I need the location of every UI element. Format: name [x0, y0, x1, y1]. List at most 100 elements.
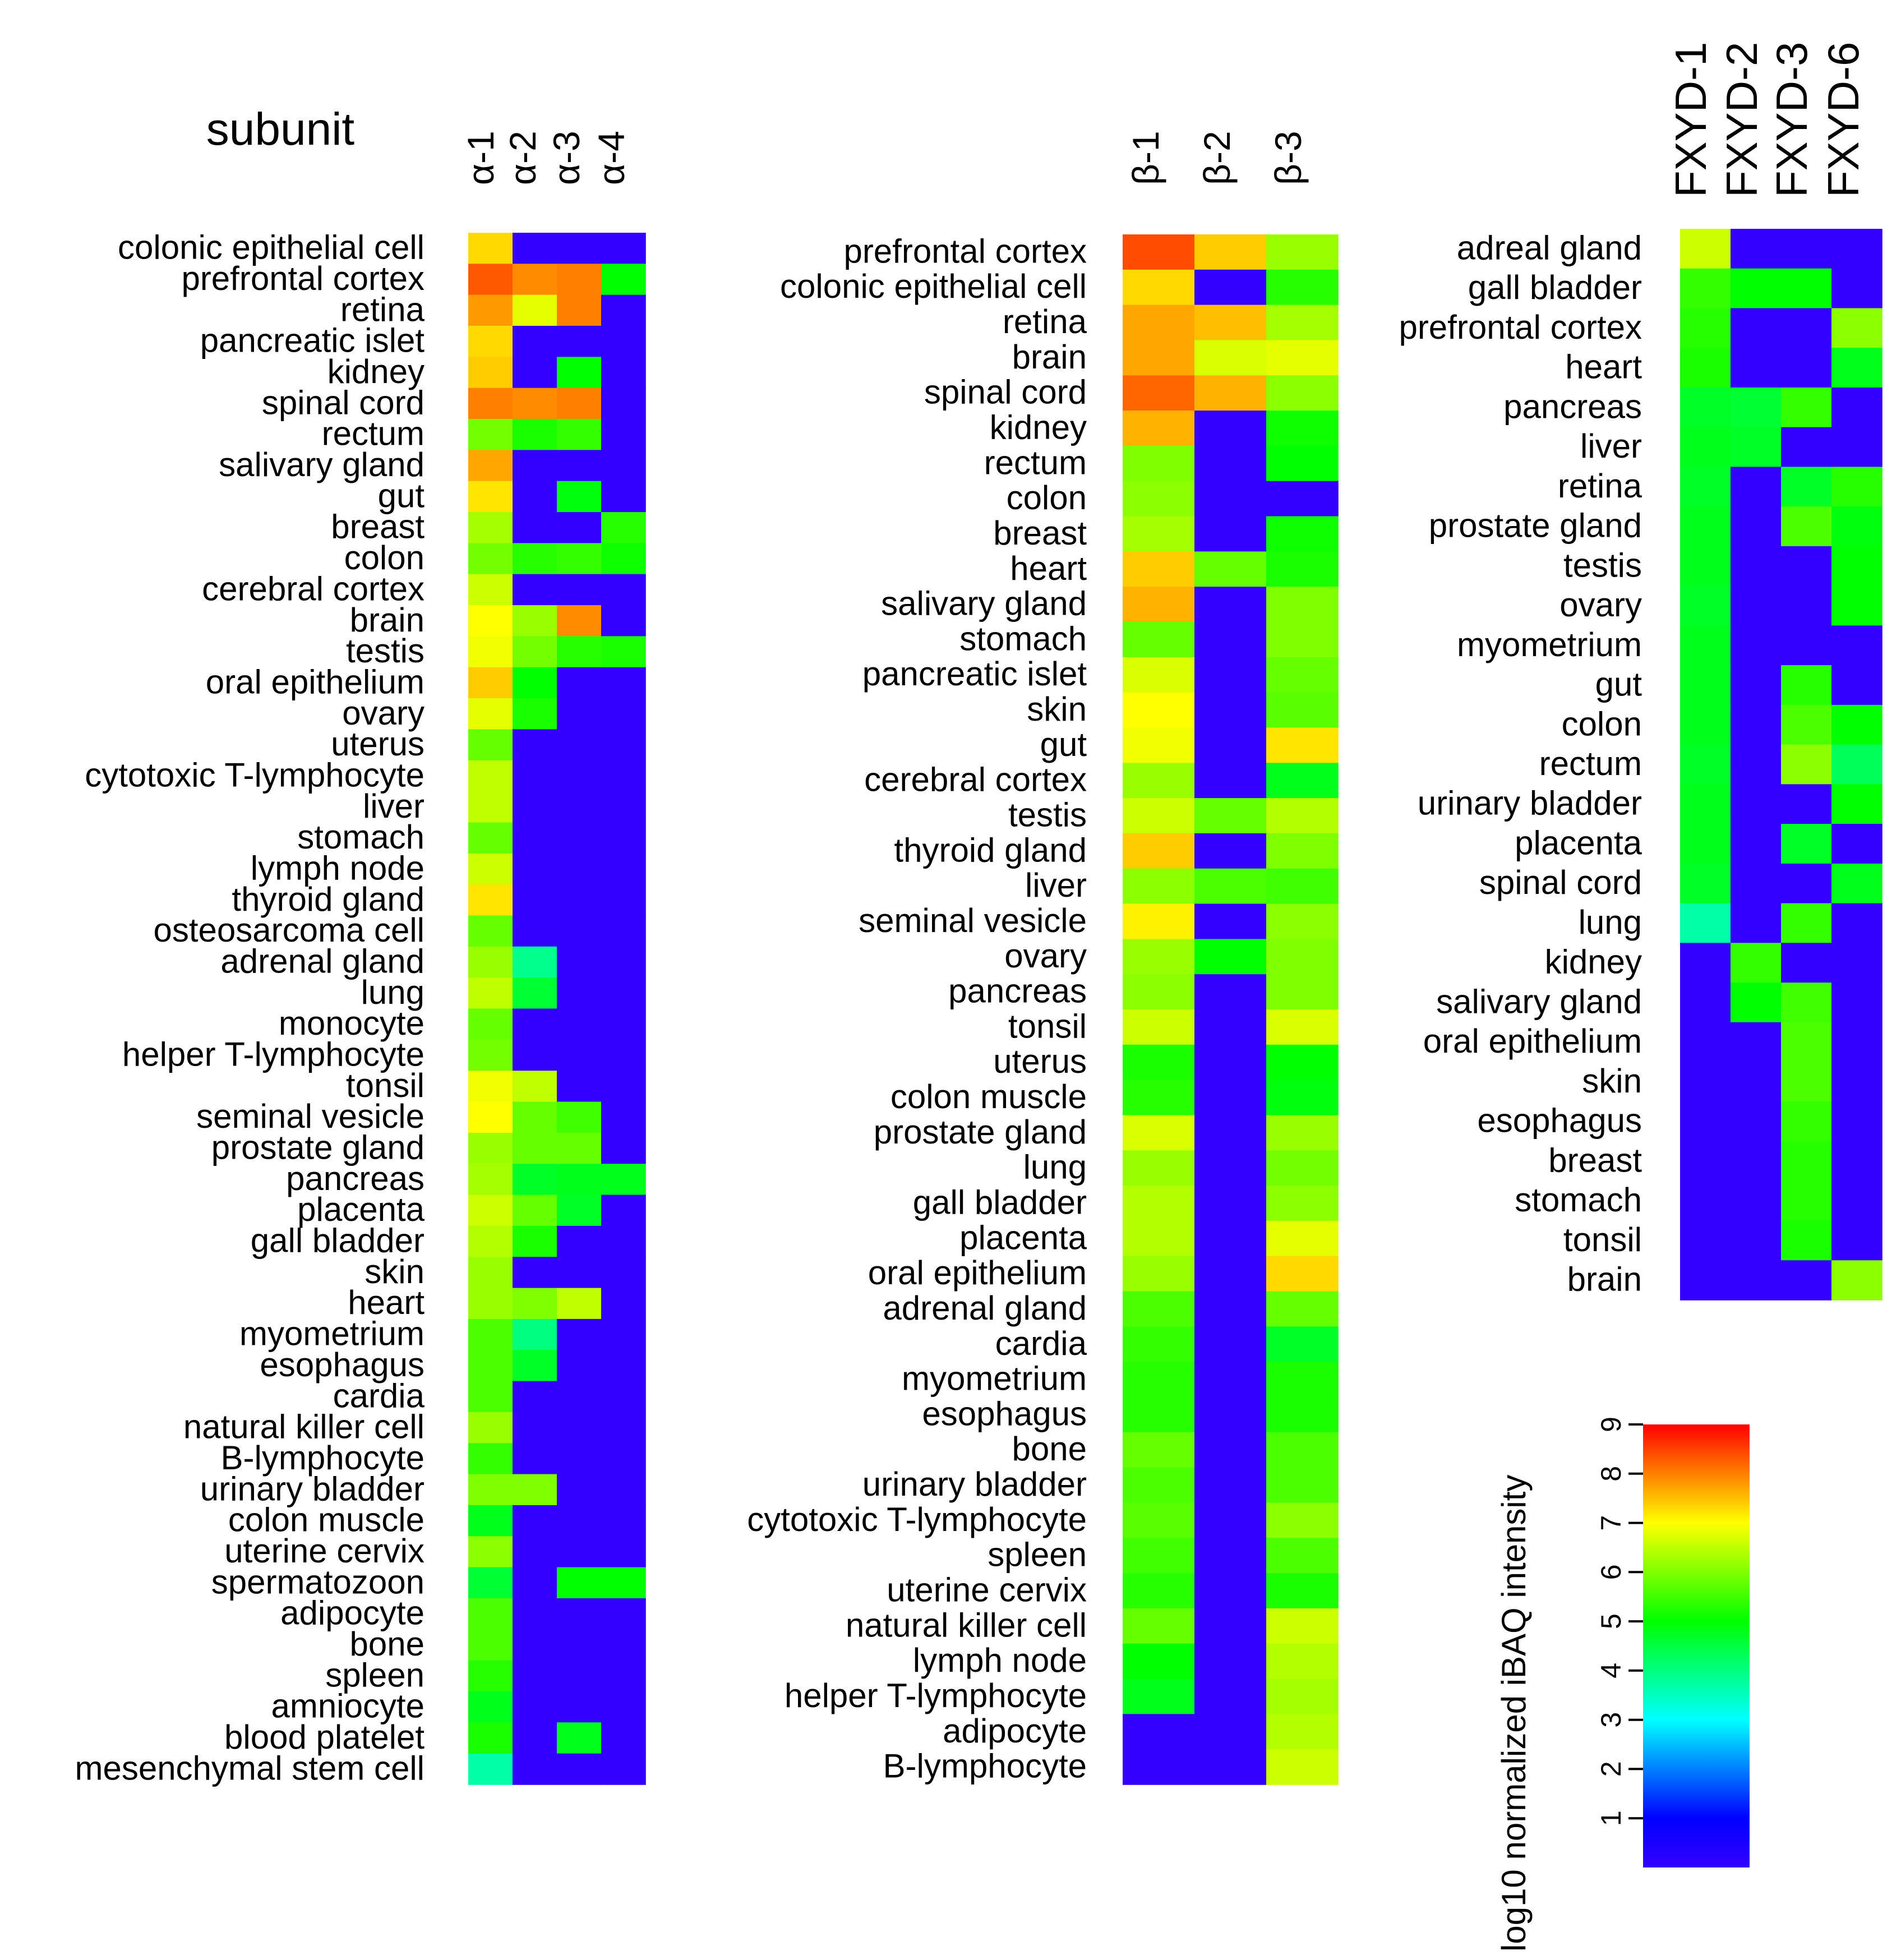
heatmap-cell: [513, 791, 557, 823]
heatmap-cell: [513, 667, 557, 699]
heatmap-cell: [557, 419, 602, 451]
heatmap-cell: [513, 1691, 557, 1723]
heatmap-cell: [468, 605, 513, 637]
heatmap-cell: [513, 977, 557, 1009]
heatmap-cell: [1781, 983, 1832, 1023]
column-label: α-2: [502, 131, 543, 185]
heatmap-cell: [468, 1691, 513, 1723]
heatmap-cell: [1680, 388, 1731, 428]
row-label: prostate gland: [211, 1129, 425, 1166]
heatmap-cell: [1123, 1009, 1195, 1045]
heatmap-cell: [513, 1598, 557, 1630]
row-label: thyroid gland: [894, 831, 1087, 869]
heatmap-cell: [557, 294, 602, 326]
heatmap-cell: [513, 636, 557, 668]
heatmap-cell: [468, 1101, 513, 1133]
heatmap-cell: [1731, 585, 1782, 626]
heatmap-cell: [1194, 234, 1267, 270]
heatmap-cell: [1731, 744, 1782, 785]
heatmap-cell: [1194, 1150, 1267, 1186]
row-label: myometrium: [239, 1315, 425, 1353]
heatmap-cell: [1781, 863, 1832, 904]
heatmap-cell: [468, 667, 513, 699]
heatmap-cell: [1731, 1260, 1782, 1300]
row-label: natural killer cell: [183, 1408, 425, 1446]
heatmap-cell: [557, 1753, 602, 1785]
column-label: FXYD-6: [1819, 42, 1868, 197]
heatmap-cell: [1123, 1538, 1195, 1574]
heatmap-cell: [601, 636, 646, 668]
heatmap-cell: [1194, 1643, 1267, 1680]
heatmap-cell: [1123, 411, 1195, 446]
legend-tick-label: 5: [1595, 1613, 1627, 1629]
row-label: heart: [1565, 348, 1642, 386]
row-label: B-lymphocyte: [883, 1747, 1087, 1785]
heatmap-cell: [1731, 467, 1782, 507]
heatmap-cell: [557, 1350, 602, 1382]
row-label: cytotoxic T-lymphocyte: [747, 1501, 1087, 1538]
heatmap-cell: [1680, 625, 1731, 666]
heatmap-cell: [468, 1225, 513, 1257]
heatmap-cell: [1266, 657, 1339, 693]
heatmap-cell: [557, 1598, 602, 1630]
row-label: testis: [1008, 796, 1087, 834]
row-label: spermatozoon: [211, 1563, 425, 1601]
heatmap-cell: [1831, 1260, 1882, 1300]
heatmap-cell: [468, 729, 513, 761]
heatmap-cell: [1731, 1062, 1782, 1103]
heatmap-cell: [1123, 1362, 1195, 1398]
heatmap-cell: [513, 1443, 557, 1475]
row-label: esophagus: [922, 1395, 1087, 1432]
row-label: liver: [363, 787, 425, 825]
heatmap-cell: [1123, 445, 1195, 482]
heatmap-cell: [1731, 625, 1782, 666]
heatmap-cell: [468, 1629, 513, 1661]
heatmap-cell: [1123, 692, 1195, 728]
row-label: stomach: [959, 620, 1087, 657]
heatmap-cell: [1680, 704, 1731, 745]
heatmap-cell: [468, 636, 513, 668]
heatmap-cell: [1194, 903, 1267, 940]
heatmap-cell: [601, 233, 646, 265]
heatmap-cell: [468, 1195, 513, 1226]
legend-ticks: 1 2 3 4 5 6 7 8 9: [1595, 1417, 1643, 1826]
heatmap-cell: [601, 915, 646, 947]
heatmap-cell: [513, 1536, 557, 1568]
heatmap-cell: [468, 450, 513, 482]
heatmap-cell: [1781, 268, 1832, 309]
heatmap-cell: [468, 884, 513, 916]
heatmap-cell: [557, 760, 602, 792]
heatmap-cell: [513, 543, 557, 575]
heatmap-cell: [1831, 1022, 1882, 1063]
heatmap-cell: [557, 1164, 602, 1196]
heatmap-cell: [1266, 1714, 1339, 1750]
row-label: uterine cervix: [887, 1571, 1087, 1609]
heatmap-cell: [1781, 903, 1832, 944]
heatmap-cell: [513, 233, 557, 265]
heatmap-cell: [1266, 1326, 1339, 1362]
row-label: bone: [1012, 1430, 1087, 1468]
heatmap-cell: [1194, 939, 1267, 975]
heatmap-cell: [1731, 268, 1782, 309]
row-label: retina: [1003, 303, 1087, 340]
heatmap-cell: [468, 264, 513, 296]
heatmap-cell: [1194, 727, 1267, 764]
heatmap-cell: [513, 1071, 557, 1103]
row-label: skin: [1582, 1062, 1642, 1100]
row-label: gut: [1040, 726, 1087, 763]
heatmap-cell: [557, 1195, 602, 1226]
row-label: gut: [1595, 666, 1642, 703]
row-label: rectum: [984, 444, 1087, 481]
heatmap-cell: [1680, 308, 1731, 348]
heatmap-cell: [1123, 868, 1195, 905]
heatmap-cell: [1194, 657, 1267, 693]
heatmap-cell: [1781, 308, 1832, 348]
heatmap-cell: [468, 760, 513, 792]
heatmap-cell: [513, 1225, 557, 1257]
heatmap-cell: [557, 1505, 602, 1537]
heatmap-cell: [513, 294, 557, 326]
row-label: urinary bladder: [1418, 785, 1642, 822]
heatmap-cell: [1123, 1678, 1195, 1715]
heatmap-cell: [513, 264, 557, 296]
